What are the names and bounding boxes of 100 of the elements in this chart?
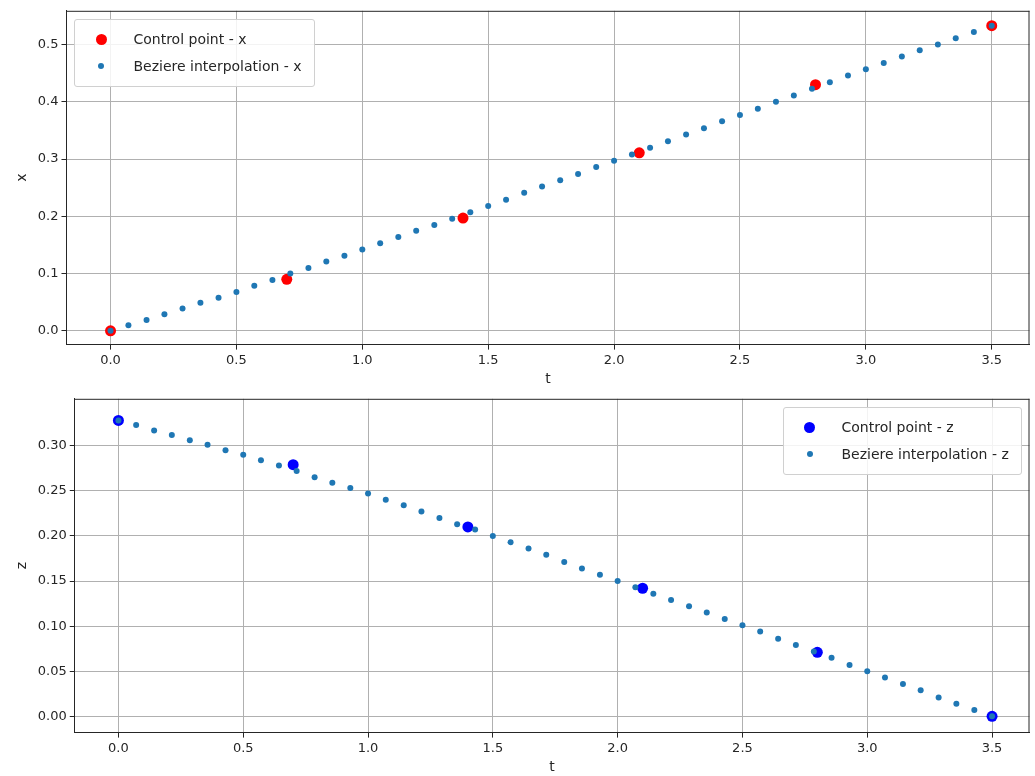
point: [668, 596, 675, 603]
point: [628, 151, 635, 158]
y-tick-label: 0.3: [37, 150, 59, 166]
point: [810, 648, 817, 655]
point: [287, 459, 299, 471]
point: [457, 212, 469, 224]
point: [454, 521, 461, 528]
y-tick-label: 0.4: [37, 93, 59, 109]
legend-label: Control point - z: [841, 417, 954, 437]
point: [862, 66, 869, 73]
point: [467, 209, 474, 216]
x-tick-label: 0.0: [100, 351, 121, 367]
x-tick-label: 2.5: [732, 739, 753, 755]
point: [311, 474, 318, 481]
y-tick-label: 0.1: [37, 264, 59, 280]
point: [215, 294, 222, 301]
legend-label: Beziere interpolation - x: [133, 56, 302, 76]
point: [462, 521, 474, 533]
x-tick-label: 2.0: [603, 351, 625, 367]
point: [347, 485, 354, 492]
y-tick-label: 0.0: [37, 322, 59, 338]
point: [436, 514, 443, 521]
point: [700, 125, 707, 132]
point: [650, 590, 657, 597]
point: [719, 118, 726, 125]
point: [293, 467, 300, 474]
point: [400, 502, 407, 509]
point: [275, 462, 282, 469]
y-tick-label: 0.5: [37, 35, 59, 51]
point: [557, 177, 564, 184]
y-tick-label: 0.2: [37, 207, 59, 223]
point: [377, 240, 384, 247]
point: [703, 609, 710, 616]
point: [257, 457, 264, 464]
point: [721, 615, 728, 622]
y-tick-label: 0.20: [37, 527, 67, 543]
y-tick-label: 0.30: [37, 437, 67, 453]
point: [233, 288, 240, 295]
point: [757, 628, 764, 635]
point: [287, 270, 294, 277]
point: [898, 53, 905, 60]
point: [395, 233, 402, 240]
point: [637, 582, 649, 594]
point: [161, 311, 168, 318]
point: [323, 258, 330, 265]
x-tick-label: 2.5: [729, 351, 751, 367]
point: [772, 98, 779, 105]
point: [647, 144, 654, 151]
point: [578, 565, 585, 572]
point: [382, 496, 389, 503]
point: [413, 227, 420, 234]
point: [683, 131, 690, 138]
point: [525, 545, 532, 552]
x-tick-label: 1.0: [351, 351, 373, 367]
point: [143, 316, 150, 323]
x-axis-title: t: [545, 370, 552, 387]
point: [418, 508, 425, 515]
point: [341, 252, 348, 259]
point: [575, 170, 582, 177]
point: [611, 157, 618, 164]
point: [359, 246, 366, 253]
point: [880, 59, 887, 66]
x-tick-label: 3.5: [981, 739, 1003, 755]
point: [539, 183, 546, 190]
point: [125, 322, 132, 329]
point: [472, 526, 479, 533]
point: [561, 559, 568, 566]
y-tick-label: 0.05: [37, 662, 67, 678]
point: [222, 447, 229, 454]
point: [507, 539, 514, 546]
point: [736, 112, 743, 119]
point: [197, 299, 204, 306]
point: [790, 92, 797, 99]
point: [632, 584, 639, 591]
x-tick-label: 2.0: [607, 739, 628, 755]
point: [269, 276, 276, 283]
point: [614, 578, 621, 585]
point: [133, 421, 140, 428]
y-tick-label: 0.25: [37, 482, 67, 498]
point: [329, 479, 336, 486]
point: [593, 164, 600, 171]
point: [365, 490, 372, 497]
point: [151, 427, 158, 434]
point: [808, 85, 815, 92]
point: [971, 707, 978, 714]
point: [844, 72, 851, 79]
legend-label: Beziere interpolation - z: [841, 444, 1009, 464]
point: [686, 603, 693, 610]
point: [251, 282, 258, 289]
y-axis-title: z: [13, 562, 30, 570]
point: [543, 551, 550, 558]
y-tick-label: 0.00: [37, 707, 67, 723]
point: [489, 532, 496, 539]
point: [970, 28, 977, 35]
x-tick-label: 3.0: [856, 739, 878, 755]
point: [485, 203, 492, 210]
x-tick-label: 1.5: [477, 351, 499, 367]
point: [664, 138, 671, 145]
point: [503, 196, 510, 203]
point: [953, 700, 960, 707]
